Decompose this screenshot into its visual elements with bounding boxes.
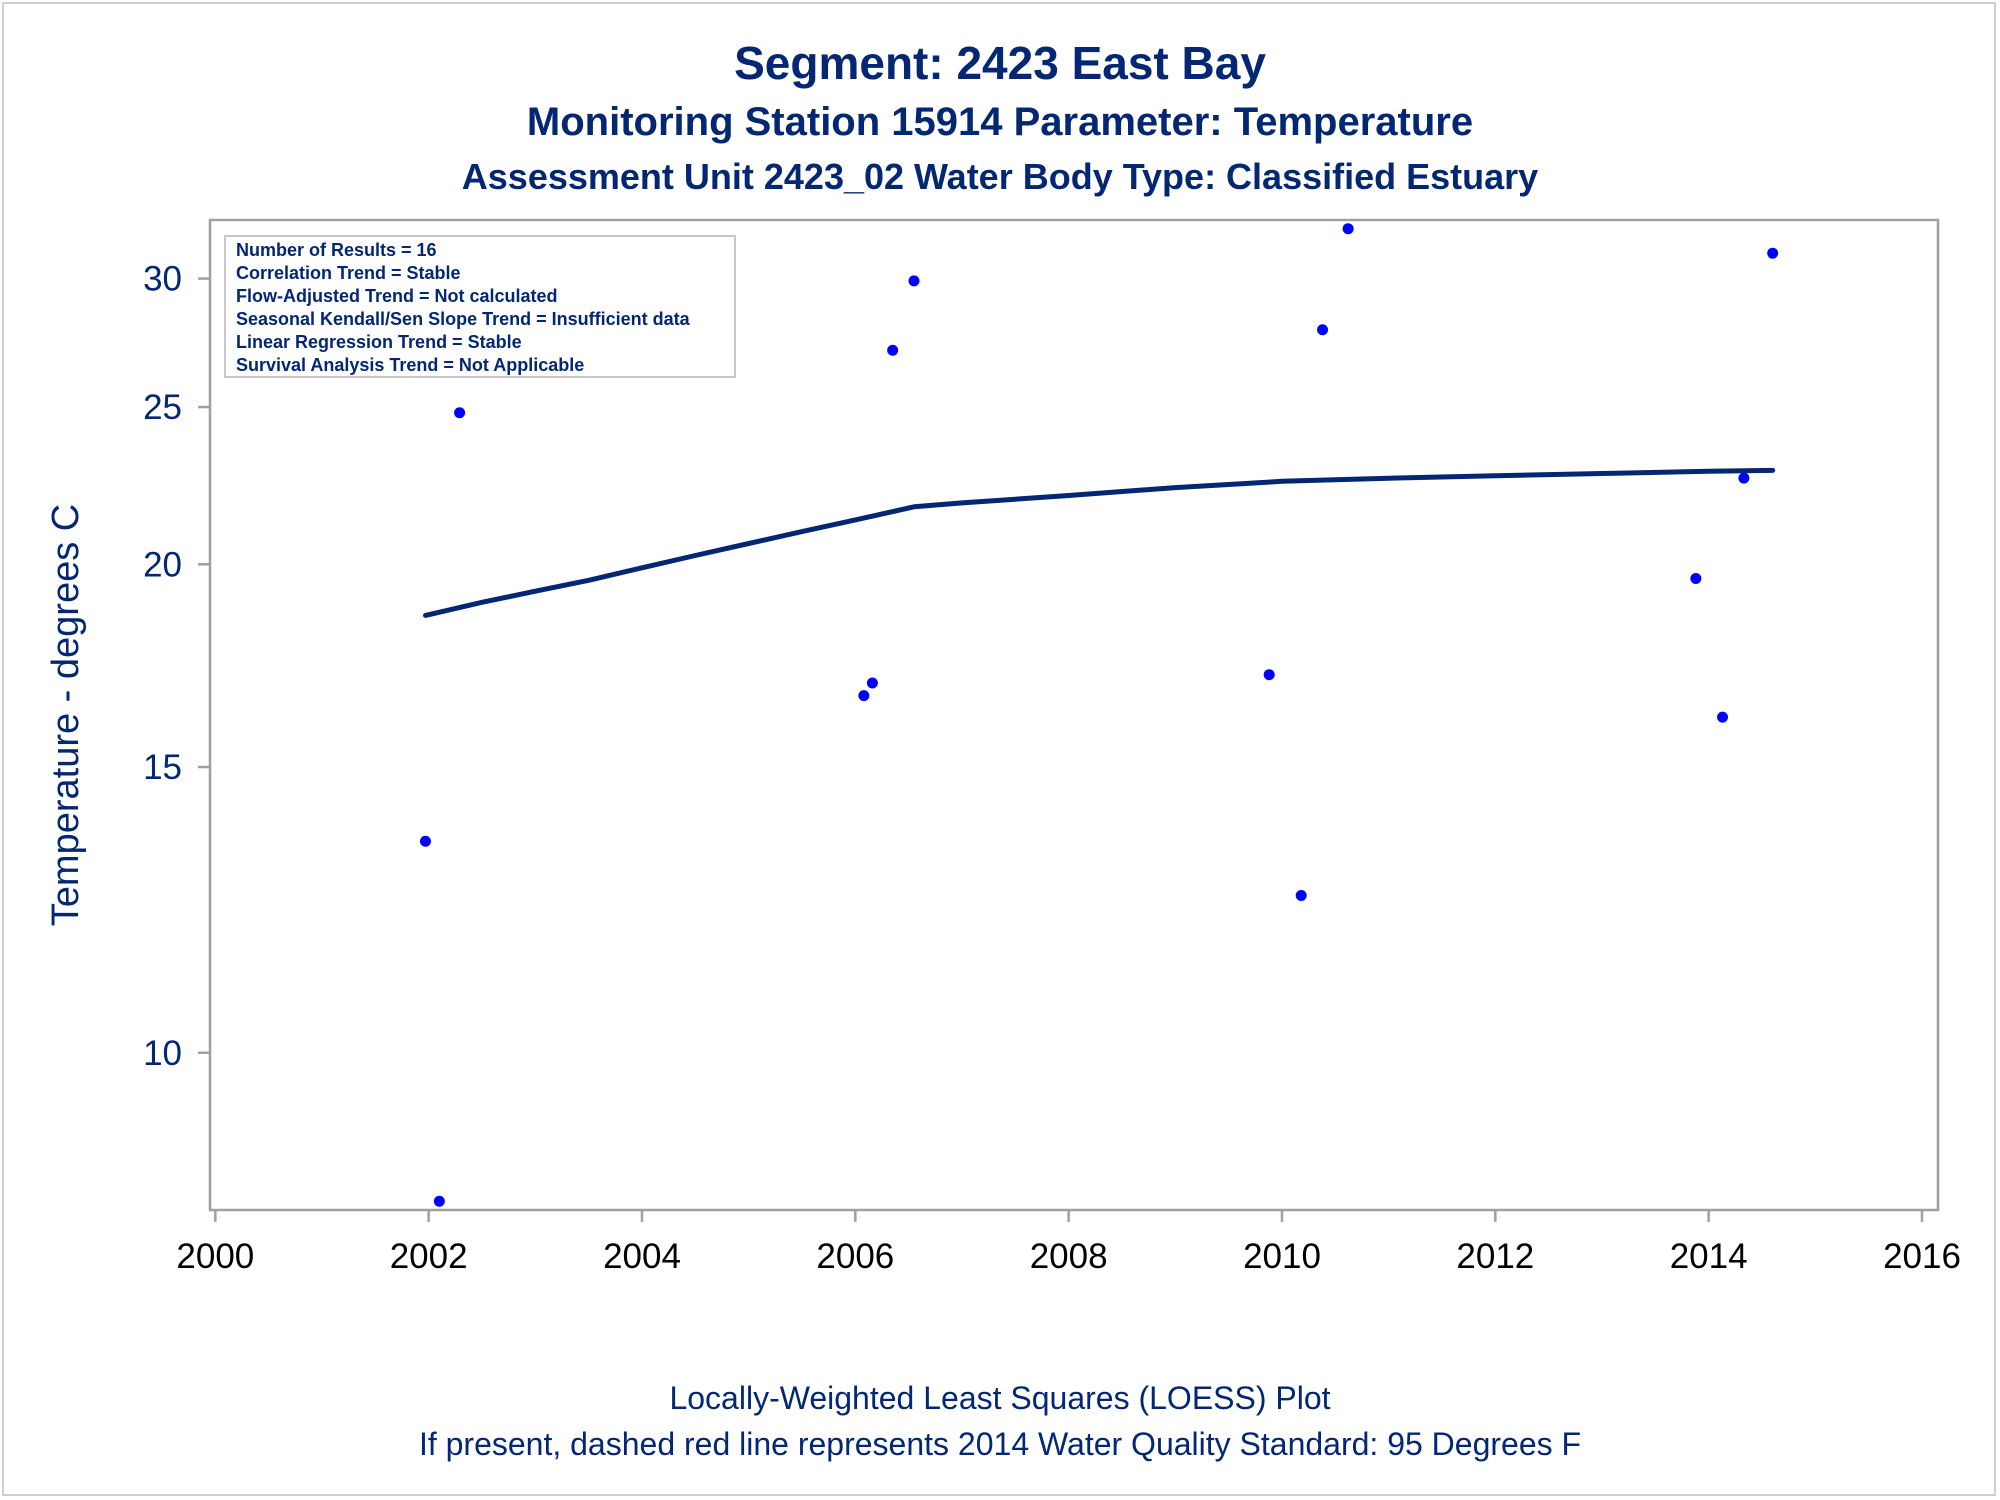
x-tick-label-2010: 2010 [1243, 1237, 1321, 1276]
x-tick-label-2016: 2016 [1883, 1237, 1961, 1276]
stats-survival-analysis-trend: Survival Analysis Trend = Not Applicable [236, 355, 584, 375]
data-point-5 [858, 690, 870, 702]
y-axis-label: Temperature - degrees C [45, 504, 87, 926]
y-tick-label-10: 10 [143, 1034, 182, 1073]
data-points-layer [419, 223, 1779, 1207]
x-tick-label-2008: 2008 [1030, 1237, 1108, 1276]
chart-title: Segment: 2423 East Bay [734, 37, 1266, 89]
chart-subtitle-assessment: Assessment Unit 2423_02 Water Body Type:… [461, 156, 1539, 197]
data-point-7 [887, 344, 899, 356]
loess-line [423, 467, 1776, 618]
data-point-11 [1317, 324, 1329, 336]
x-tick-label-2006: 2006 [816, 1237, 894, 1276]
stats-box-border [224, 235, 736, 378]
footnote-standard: If present, dashed red line represents 2… [418, 1426, 1582, 1462]
data-point-3 [454, 407, 466, 419]
stats-box: Number of Results = 16 Correlation Trend… [224, 235, 736, 378]
data-point-8 [908, 275, 920, 287]
x-axis: 2000 2002 2004 2006 2008 2010 2012 2014 2016 [176, 1210, 1961, 1276]
stats-linear-regression-trend: Linear Regression Trend = Stable [236, 332, 522, 352]
data-point-2 [433, 1195, 445, 1207]
data-point-1 [419, 835, 431, 847]
y-axis: 10 15 20 25 30 [143, 260, 210, 1073]
y-tick-label-30: 30 [143, 260, 182, 299]
plot-area [208, 218, 1940, 1212]
x-tick-label-2002: 2002 [390, 1237, 468, 1276]
stats-number-of-results: Number of Results = 16 [236, 240, 437, 260]
footnote-plot-type: Locally-Weighted Least Squares (LOESS) P… [669, 1380, 1331, 1416]
data-point-13 [1690, 573, 1702, 585]
chart-subtitle-station: Monitoring Station 15914 Parameter: Temp… [526, 100, 1474, 144]
data-point-10 [1295, 890, 1307, 902]
y-tick-label-20: 20 [143, 545, 182, 584]
x-tick-label-2000: 2000 [176, 1237, 254, 1276]
data-point-15 [1738, 472, 1750, 484]
x-tick-label-2012: 2012 [1456, 1237, 1534, 1276]
stats-seasonal-kendall-trend: Seasonal Kendall/Sen Slope Trend = Insuf… [236, 309, 691, 329]
x-tick-label-2004: 2004 [603, 1237, 681, 1276]
data-point-6 [866, 677, 878, 689]
y-tick-label-25: 25 [143, 388, 182, 427]
y-tick-label-15: 15 [143, 748, 182, 787]
stats-correlation-trend: Correlation Trend = Stable [236, 263, 461, 283]
data-point-12 [1342, 223, 1354, 235]
loess-line-layer [423, 467, 1776, 618]
data-point-9 [1263, 669, 1275, 681]
data-point-14 [1717, 711, 1729, 723]
x-tick-label-2014: 2014 [1670, 1237, 1748, 1276]
data-point-16 [1767, 247, 1779, 259]
stats-flow-adjusted-trend: Flow-Adjusted Trend = Not calculated [236, 286, 558, 306]
